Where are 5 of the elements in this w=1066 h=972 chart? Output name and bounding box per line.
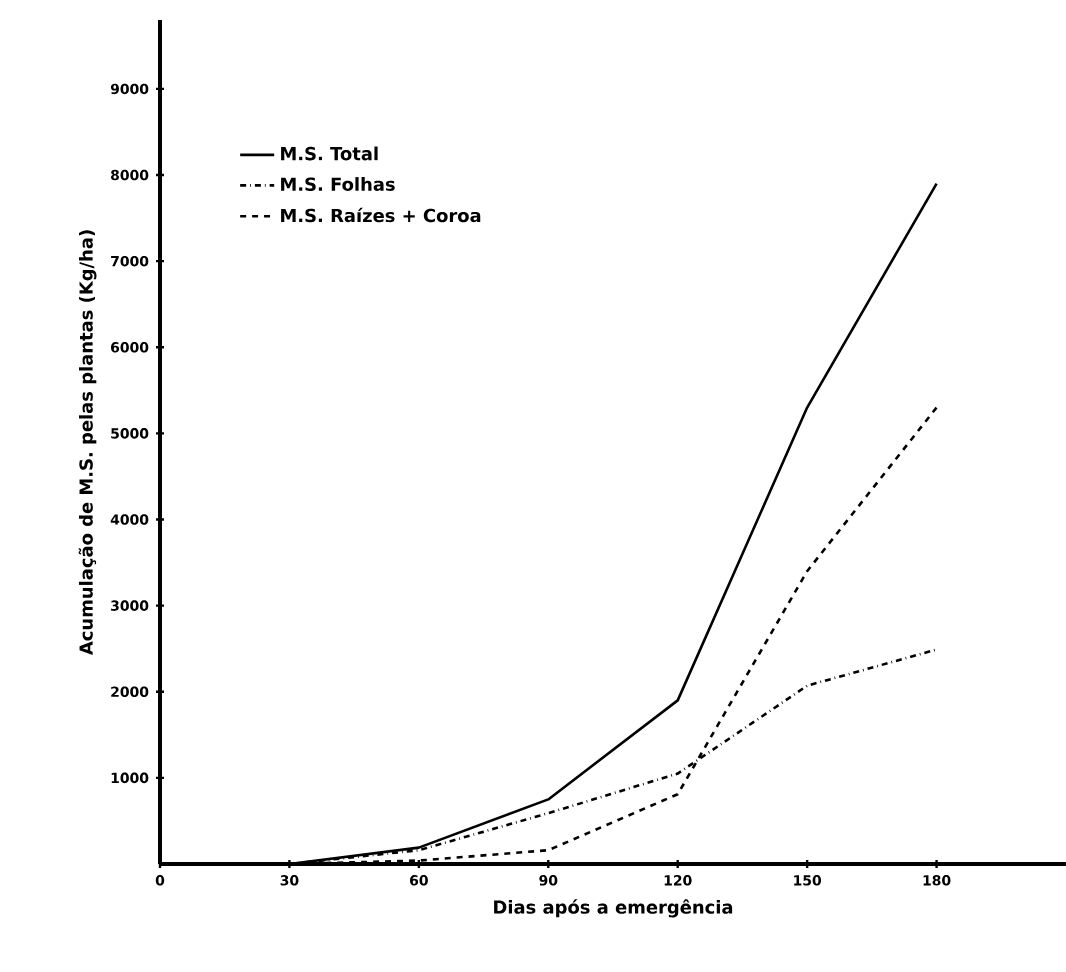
- legend-label: M.S. Folhas: [281, 177, 395, 191]
- legend-label: M.S. Total: [281, 146, 378, 161]
- y-axis-title: Acumulação de M.S. pelas plantas (Kg/ha): [78, 230, 97, 656]
- legend-label: M.S. Raízes + Coroa: [281, 207, 481, 223]
- x-axis-title: Dias após a emergência: [494, 899, 733, 918]
